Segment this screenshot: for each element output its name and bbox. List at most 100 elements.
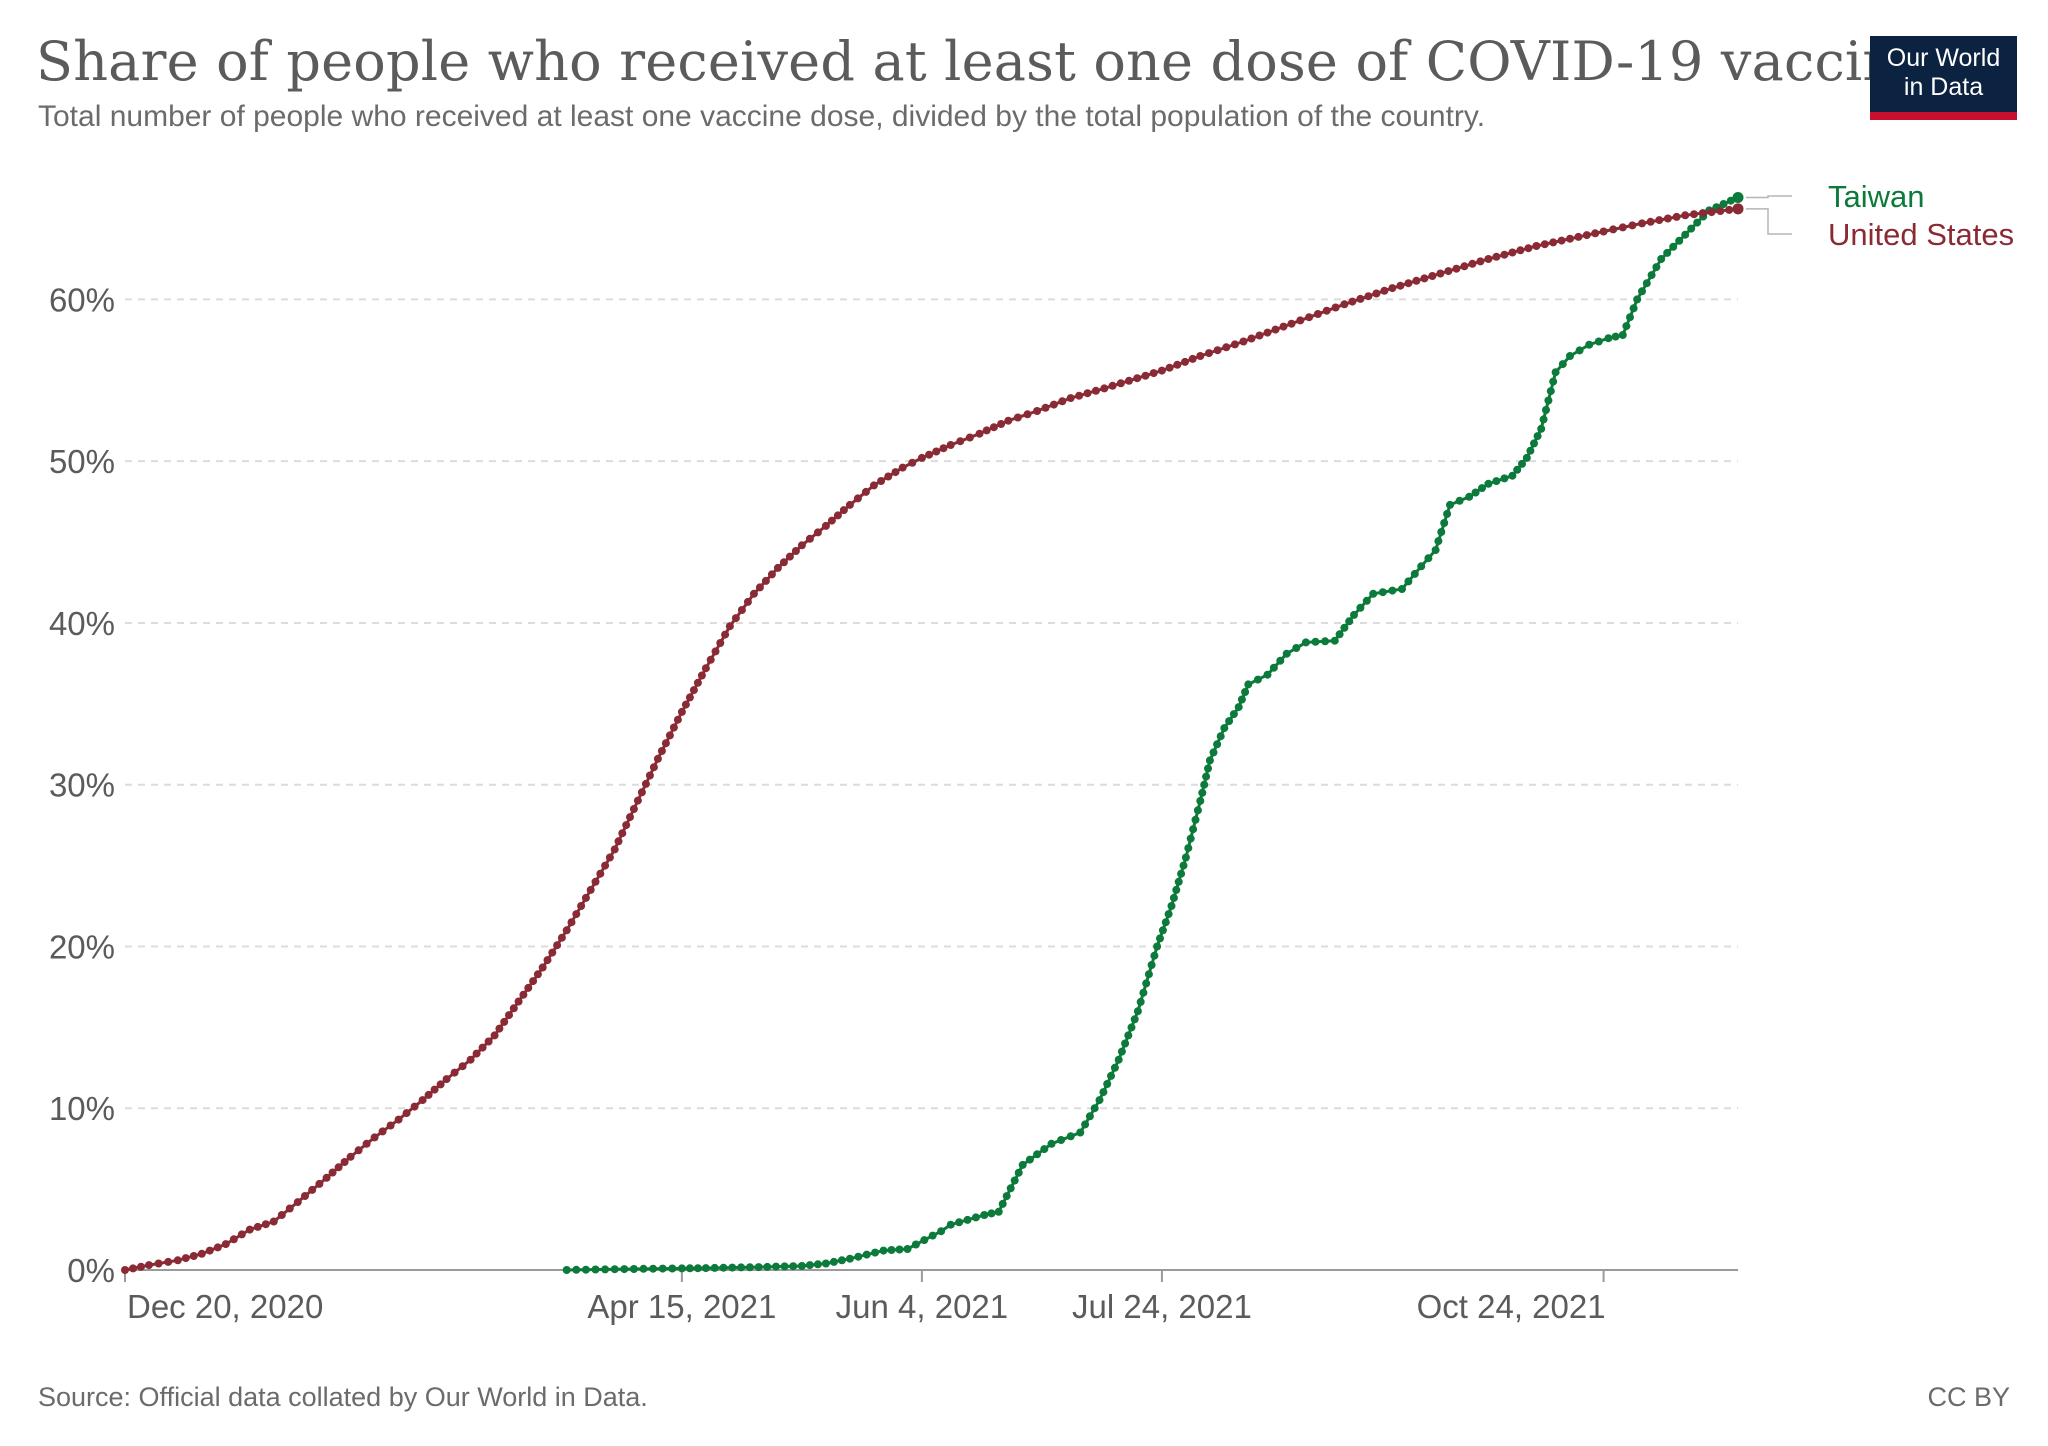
point-taiwan bbox=[1241, 688, 1250, 696]
series-label-taiwan[interactable]: Taiwan bbox=[1828, 179, 1925, 214]
point-taiwan bbox=[1663, 248, 1672, 257]
point-united-states bbox=[1707, 208, 1716, 217]
point-taiwan bbox=[710, 1263, 719, 1272]
point-united-states bbox=[1013, 413, 1022, 422]
y-axis-ticks: 0% 10% 20% 30% 40% 50% 60% bbox=[49, 281, 115, 1289]
point-united-states bbox=[1492, 252, 1501, 261]
point-united-states bbox=[410, 1102, 419, 1111]
point-taiwan bbox=[1179, 861, 1188, 870]
point-united-states bbox=[1356, 294, 1365, 303]
point-taiwan bbox=[1539, 415, 1548, 424]
point-united-states bbox=[490, 1031, 499, 1040]
point-united-states bbox=[853, 494, 862, 503]
point-united-states bbox=[657, 747, 666, 755]
point-taiwan bbox=[1437, 528, 1446, 536]
point-united-states bbox=[562, 926, 571, 935]
point-united-states bbox=[618, 829, 627, 838]
point-united-states bbox=[697, 671, 706, 680]
point-united-states bbox=[693, 678, 702, 687]
x-tick-label: Oct 24, 2021 bbox=[1417, 1288, 1606, 1325]
point-taiwan bbox=[581, 1265, 590, 1274]
point-united-states bbox=[645, 771, 654, 780]
point-united-states bbox=[997, 420, 1006, 428]
point-united-states bbox=[685, 693, 694, 702]
point-united-states bbox=[346, 1152, 355, 1161]
point-taiwan bbox=[971, 1213, 980, 1222]
series-line-united-states bbox=[124, 207, 1739, 1272]
point-taiwan bbox=[1417, 562, 1426, 571]
point-united-states bbox=[213, 1243, 222, 1252]
point-united-states bbox=[442, 1075, 451, 1084]
point-taiwan bbox=[1110, 1063, 1119, 1072]
point-united-states bbox=[1188, 354, 1197, 363]
point-united-states bbox=[269, 1217, 278, 1226]
point-united-states bbox=[1239, 337, 1248, 346]
point-taiwan bbox=[610, 1265, 619, 1274]
license-link[interactable]: CC BY bbox=[1927, 1382, 2010, 1412]
point-taiwan bbox=[813, 1260, 822, 1269]
point-taiwan bbox=[1184, 844, 1193, 853]
point-taiwan bbox=[658, 1264, 667, 1273]
point-taiwan bbox=[1369, 589, 1378, 598]
point-united-states bbox=[1412, 276, 1421, 285]
point-united-states bbox=[626, 813, 634, 822]
point-taiwan bbox=[1282, 649, 1291, 658]
point-taiwan bbox=[1575, 346, 1584, 355]
point-taiwan bbox=[745, 1263, 754, 1272]
point-taiwan bbox=[1544, 396, 1553, 405]
point-taiwan bbox=[601, 1265, 610, 1274]
point-united-states bbox=[466, 1055, 475, 1064]
point-taiwan bbox=[1350, 610, 1358, 619]
source-note: Source: Official data collated by Our Wo… bbox=[38, 1382, 648, 1412]
point-united-states bbox=[577, 902, 586, 910]
point-taiwan bbox=[1657, 255, 1666, 263]
point-united-states bbox=[813, 528, 822, 537]
point-taiwan bbox=[639, 1264, 648, 1273]
point-taiwan bbox=[1533, 432, 1542, 441]
point-united-states bbox=[424, 1090, 433, 1099]
point-united-states bbox=[1500, 250, 1509, 259]
point-united-states bbox=[1287, 319, 1296, 328]
point-united-states bbox=[641, 779, 650, 788]
point-taiwan bbox=[1025, 1155, 1034, 1164]
point-united-states bbox=[500, 1017, 509, 1026]
point-united-states bbox=[633, 796, 642, 805]
chart-subtitle: Total number of people who received at l… bbox=[38, 100, 1486, 133]
point-taiwan bbox=[1136, 997, 1145, 1006]
point-united-states bbox=[665, 731, 674, 740]
point-taiwan bbox=[1177, 869, 1186, 878]
point-taiwan bbox=[1220, 724, 1229, 733]
point-taiwan bbox=[1537, 424, 1546, 433]
point-united-states bbox=[1075, 391, 1084, 400]
point-united-states bbox=[362, 1139, 371, 1148]
point-united-states bbox=[891, 468, 900, 477]
point-taiwan bbox=[1213, 740, 1222, 749]
point-taiwan bbox=[1167, 902, 1176, 910]
owid-logo[interactable]: Our World in Data bbox=[1870, 36, 2017, 120]
point-taiwan bbox=[1209, 748, 1218, 757]
point-taiwan bbox=[928, 1231, 937, 1240]
point-taiwan bbox=[772, 1262, 780, 1271]
point-united-states bbox=[538, 963, 547, 972]
point-taiwan bbox=[1276, 656, 1285, 665]
point-united-states bbox=[1574, 232, 1583, 241]
point-united-states bbox=[1436, 269, 1445, 278]
point-taiwan bbox=[1103, 1080, 1112, 1088]
point-taiwan bbox=[1237, 695, 1246, 704]
y-tick-label: 30% bbox=[49, 767, 115, 804]
point-united-states bbox=[402, 1109, 411, 1118]
point-taiwan bbox=[701, 1264, 710, 1273]
point-united-states bbox=[1263, 328, 1272, 337]
x-tick-label: Jun 4, 2021 bbox=[836, 1288, 1008, 1325]
point-united-states bbox=[1116, 379, 1125, 388]
point-taiwan bbox=[1585, 340, 1594, 349]
point-taiwan bbox=[1330, 636, 1339, 645]
point-united-states bbox=[1646, 217, 1655, 226]
series-label-united-states[interactable]: United States bbox=[1828, 217, 2014, 252]
point-united-states bbox=[129, 1264, 137, 1273]
point-taiwan bbox=[1181, 853, 1190, 862]
point-united-states bbox=[1149, 369, 1158, 378]
y-tick-label: 10% bbox=[49, 1090, 115, 1127]
point-united-states bbox=[1247, 334, 1256, 343]
